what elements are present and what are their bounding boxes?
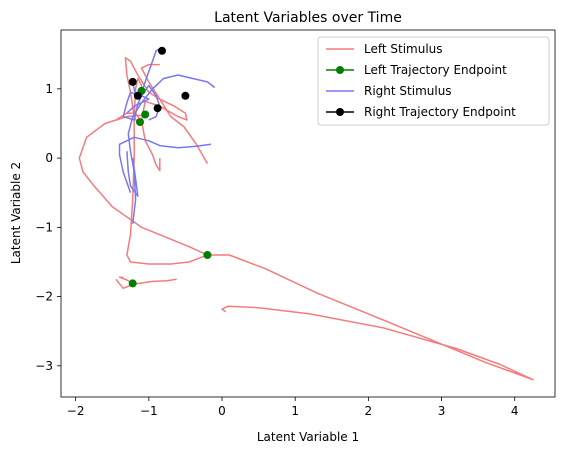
left-stimulus-trajectory-6 [115,112,143,123]
left-stimulus-trajectory-1 [207,254,534,381]
right-trajectory-endpoint-2 [128,77,137,86]
legend-swatch-marker [336,108,344,116]
legend-label: Left Stimulus [364,42,443,56]
right-trajectory-endpoint-4 [133,91,142,100]
x-tick-label: 1 [291,404,299,418]
y-tick-label: −2 [35,290,53,304]
x-tick-label: 3 [438,404,446,418]
legend-label: Left Trajectory Endpoint [364,63,507,77]
legend-label: Right Stimulus [364,84,452,98]
left-stimulus-trajectory-7 [115,278,177,290]
left-trajectory-endpoint-2 [128,279,137,288]
x-tick-label: −2 [67,404,85,418]
plot-area [78,46,534,381]
left-stimulus-trajectory-5 [124,56,188,172]
y-axis-label: Latent Variable 2 [9,162,23,264]
chart-title: Latent Variables over Time [214,10,402,26]
legend: Left Stimulus Left Trajectory Endpoint Rig… [317,36,550,126]
axes: −2 −1 0 1 2 3 4 −3 −2 −1 0 1 [35,82,518,418]
right-trajectory-endpoint-5 [153,104,162,113]
right-stimulus-trajectory-15 [133,84,161,121]
x-tick-label: 0 [218,404,226,418]
y-tick-label: −3 [35,359,53,373]
legend-swatch-marker [336,66,344,74]
x-tick-label: 4 [511,404,519,418]
right-trajectory-endpoint-3 [181,91,190,100]
left-trajectory-endpoint-5 [136,118,144,127]
left-trajectory-endpoint-4 [141,110,150,119]
x-tick-label: 2 [365,404,373,418]
right-trajectory-endpoint-1 [158,46,166,55]
left-stimulus-trajectory-2 [126,77,208,265]
y-tick-label: 0 [45,151,53,165]
legend-label: Right Trajectory Endpoint [364,105,516,119]
x-tick-label: −1 [140,404,158,418]
right-stimulus-trajectory-10 [118,136,212,193]
y-tick-label: 1 [45,82,53,96]
left-trajectory-endpoint-1 [203,251,212,259]
legend-box [317,36,550,126]
x-axis-label: Latent Variable 1 [257,430,359,444]
y-tick-label: −1 [35,220,53,234]
plot-frame [60,29,556,398]
right-stimulus-trajectory-13 [126,151,139,197]
left-stimulus-trajectory-3 [78,113,208,256]
